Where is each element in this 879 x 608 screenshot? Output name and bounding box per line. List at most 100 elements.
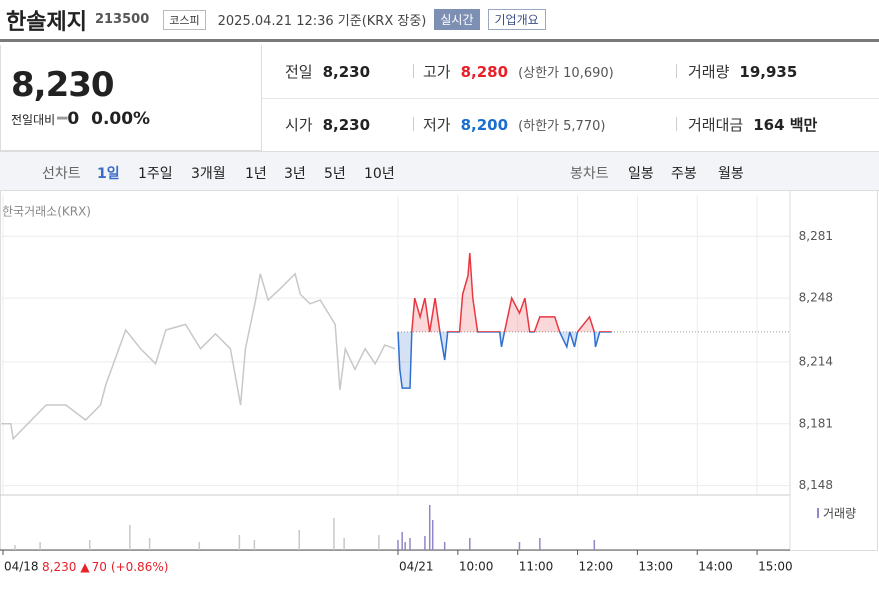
volume-bar [238, 535, 241, 550]
volume-bar [424, 536, 426, 550]
price-line [397, 253, 612, 389]
tab[interactable]: 10년 [364, 166, 395, 182]
footer-part: 8,230 [42, 560, 76, 574]
volume-bar [443, 542, 446, 550]
volume-bar [198, 542, 201, 550]
volume-bar [14, 545, 16, 550]
volume-bar [428, 505, 431, 550]
volume-bar [397, 540, 399, 550]
volume-bar [89, 540, 91, 550]
divider [262, 98, 879, 99]
chart-frame [0, 190, 878, 551]
info-note: (상한가 10,690) [518, 66, 614, 81]
x-tick-label: 15:00 [758, 560, 793, 574]
volume-bar [298, 530, 300, 550]
volume-bar [129, 525, 131, 550]
volume-bar [409, 538, 411, 550]
tab[interactable]: 3년 [284, 166, 306, 182]
change-value: 0 [67, 109, 80, 129]
volume-bar [333, 518, 335, 550]
tab[interactable]: 1주일 [138, 166, 173, 182]
volume-bar [539, 538, 541, 550]
chart: 한국거래소(KRX) 8,148 8,181 8,214 8,248 8,281 04/1… [0, 190, 878, 574]
separator [676, 117, 677, 131]
chart-source: 한국거래소(KRX) [2, 205, 91, 219]
info-value: 8,200 [460, 115, 509, 134]
volume-bar [431, 520, 434, 550]
tab[interactable]: 일봉 [628, 166, 654, 182]
change-pct: 0.00% [91, 109, 151, 129]
x-tick-label: 11:00 [519, 560, 554, 574]
info-cell: 고가 8,280 (상한가 10,690) [423, 61, 614, 82]
info-label: 거래량 [688, 63, 730, 81]
info-cell: 시가 8,230 [285, 114, 370, 135]
legend-swatch [817, 508, 819, 518]
info-value: 8,280 [460, 62, 509, 81]
y-tick-label: 8,281 [799, 229, 833, 243]
info-cell: 거래량 19,935 [688, 61, 797, 82]
tab-group-label: 선차트 [42, 166, 81, 182]
info-value: 8,230 [322, 62, 371, 81]
tab[interactable]: 3개월 [191, 166, 226, 182]
info-label: 시가 [285, 116, 313, 134]
separator [413, 117, 414, 131]
volume-bar [148, 538, 151, 550]
current-price: 8,230 [11, 65, 115, 105]
realtime-button[interactable]: 실시간 [434, 9, 480, 30]
footer-part: 70 [92, 560, 107, 574]
x-tick-label: 13:00 [638, 560, 673, 574]
x-tick-label: 04/18 [4, 560, 39, 574]
change-label: 전일대비 [11, 113, 56, 127]
y-tick-label: 8,181 [799, 416, 833, 430]
info-note: (하한가 5,770) [518, 119, 606, 134]
volume-bar [378, 535, 380, 550]
company-button[interactable]: 기업개요 [487, 9, 546, 30]
y-tick-label: 8,248 [799, 291, 833, 305]
volume-bar [593, 540, 596, 550]
x-tick-label: 14:00 [698, 560, 733, 574]
tab[interactable]: 1년 [245, 166, 267, 182]
volume-bar [518, 542, 521, 550]
tab[interactable]: 월봉 [718, 166, 744, 182]
info-cell: 거래대금 164 백만 [688, 114, 817, 135]
volume-bar [401, 532, 403, 550]
tab[interactable]: 1일 [97, 166, 120, 182]
info-label: 거래대금 [688, 116, 744, 134]
stock-code: 213500 [94, 12, 150, 27]
price-box: 8,230 전일대비 ━0 0.00% [0, 45, 262, 151]
separator [413, 64, 414, 78]
y-tick-label: 8,148 [799, 478, 833, 492]
volume-bar [404, 542, 406, 550]
tab[interactable]: 5년 [324, 166, 346, 182]
volume-bar [343, 538, 345, 550]
info-cell: 저가 8,200 (하한가 5,770) [423, 114, 605, 135]
header: 한솔제지 213500 코스피 2025.04.21 12:36 기준(KRX … [0, 0, 879, 42]
area-fill [397, 253, 612, 389]
footer-part: (+0.86%) [111, 560, 169, 574]
x-tick-label: 12:00 [579, 560, 614, 574]
footer-part: ▲ [80, 560, 90, 574]
tab[interactable]: 주봉 [671, 166, 697, 182]
change: 전일대비 ━0 0.00% [11, 109, 151, 129]
volume-bar [469, 538, 471, 550]
tab-group-label: 봉차트 [570, 166, 609, 182]
price-line [1, 272, 396, 441]
legend-label: 거래량 [823, 507, 856, 521]
timestamp: 2025.04.21 12:36 기준(KRX 장중) [217, 14, 427, 29]
x-tick-label: 10:00 [459, 560, 494, 574]
separator [676, 64, 677, 78]
volume-bar [39, 542, 41, 550]
info-value: 164 백만 [753, 116, 818, 134]
stock-name: 한솔제지 [6, 9, 87, 35]
info-value: 19,935 [739, 62, 798, 81]
info-label: 전일 [285, 63, 313, 81]
market-badge: 코스피 [163, 9, 206, 30]
info-cell: 전일 8,230 [285, 61, 370, 82]
tab-bar: 선차트 봉차트 1일 1주일 3개월 1년 3년 5년 10년 일봉 주봉 월봉 [0, 151, 879, 191]
footer: 8,230 ▲ 70 (+0.86%) [42, 560, 168, 574]
y-tick-label: 8,214 [799, 354, 833, 368]
x-tick-label: 04/21 [399, 560, 434, 574]
volume-bar [253, 540, 256, 550]
info-label: 고가 [423, 63, 451, 81]
